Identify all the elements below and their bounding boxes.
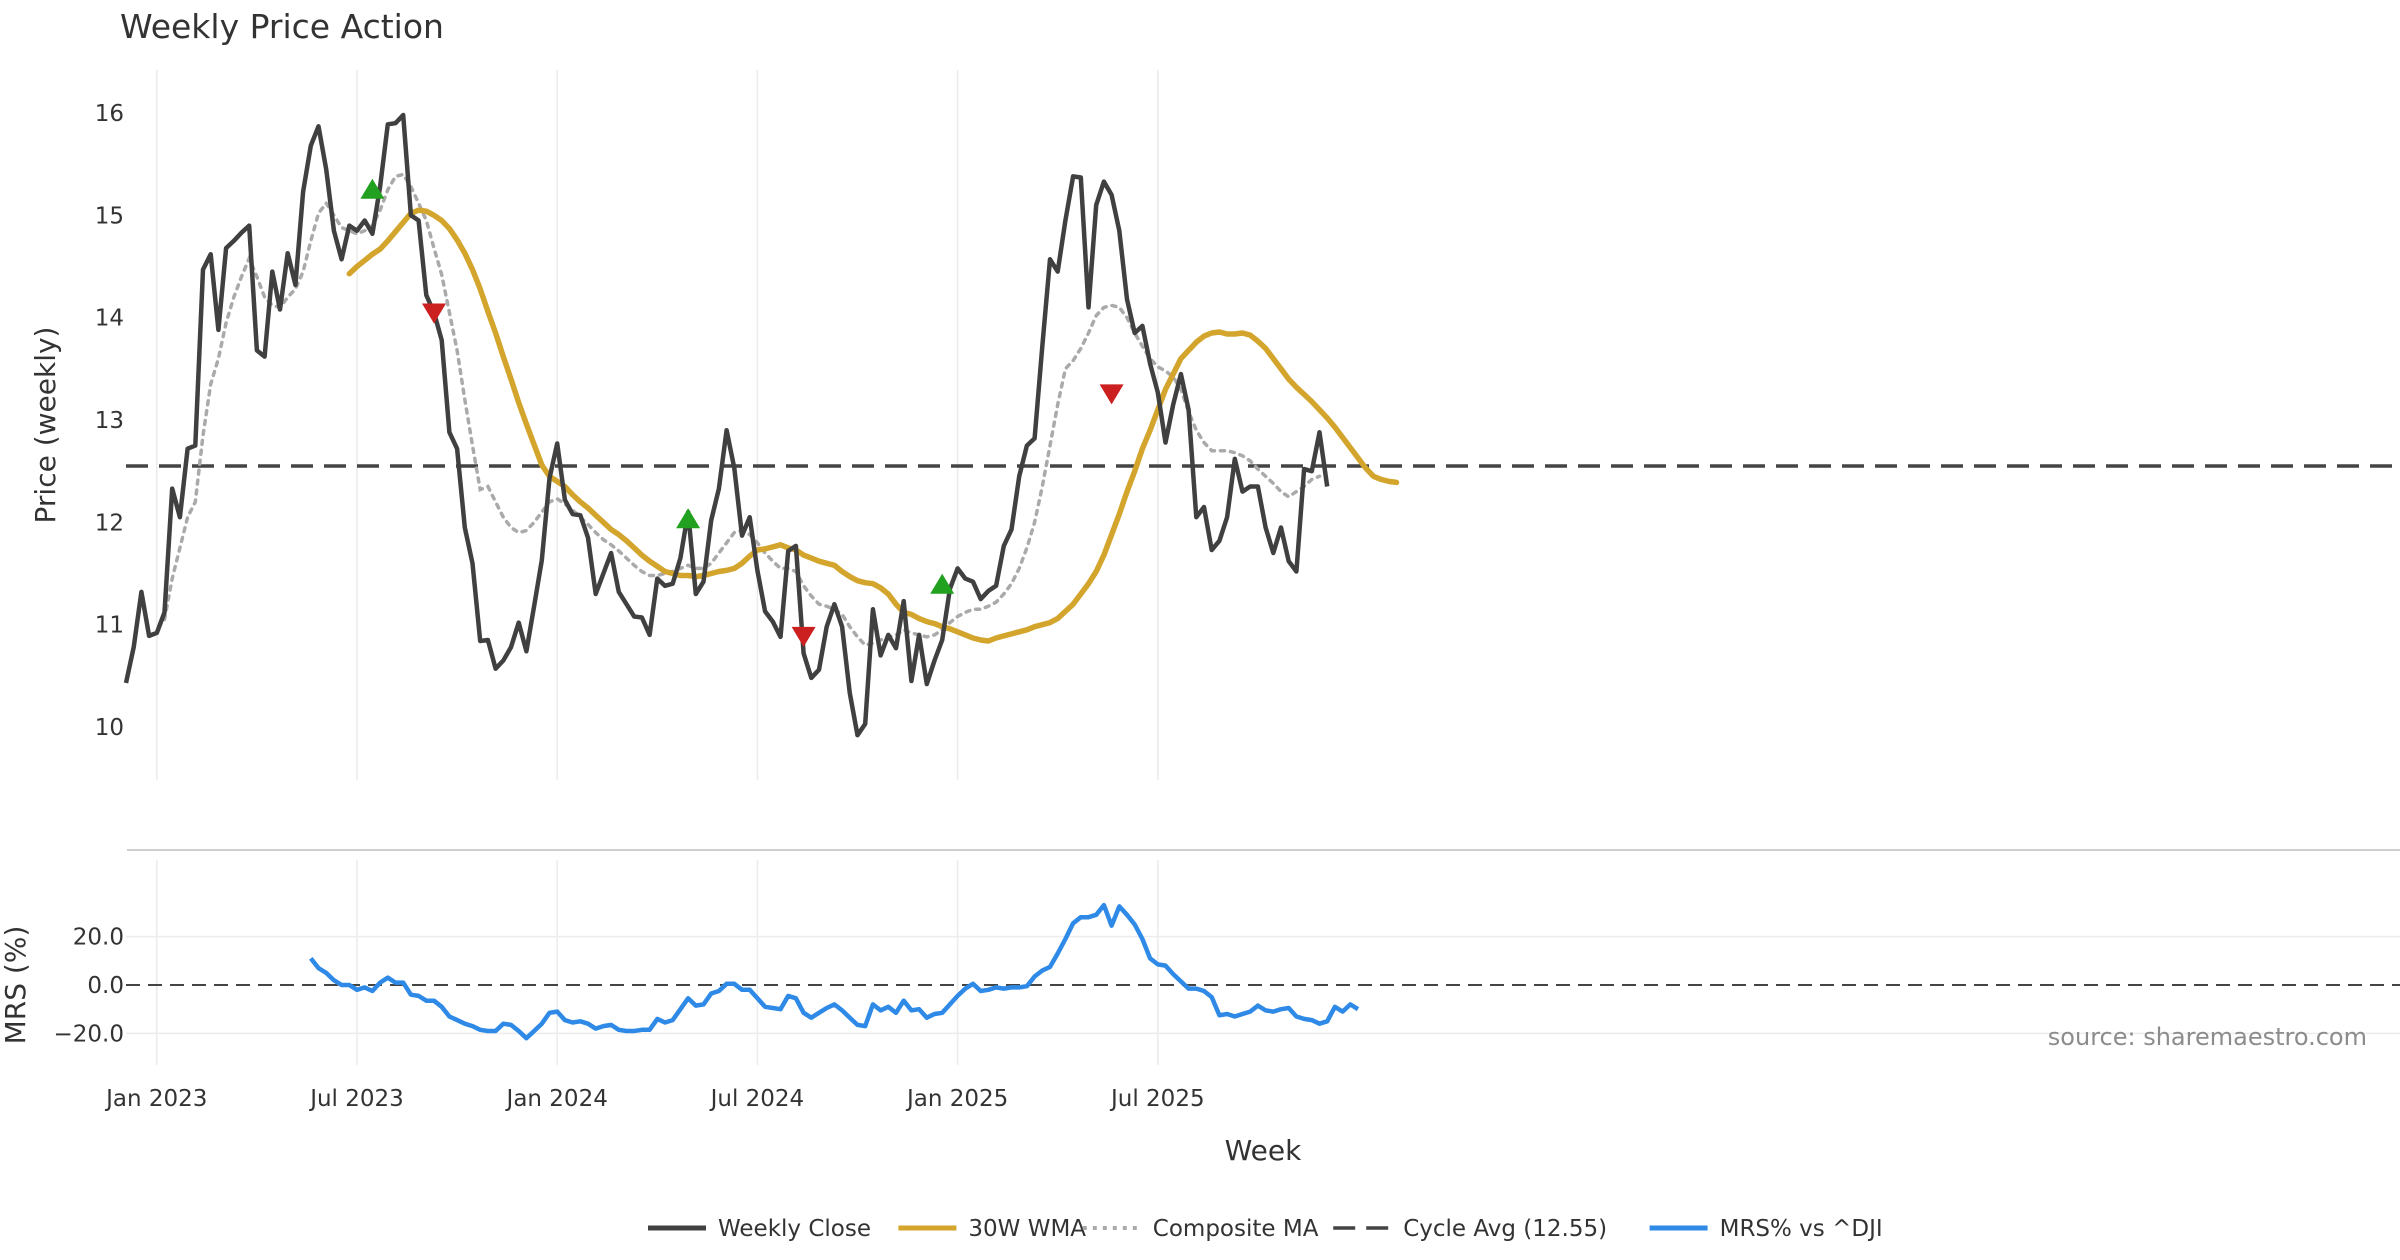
x-tick-label: Jan 2023 xyxy=(104,1086,207,1112)
mrs-y-tick-labels: 20.0 0.0 −20.0 xyxy=(54,925,124,1048)
buy-signal-marker xyxy=(676,508,701,529)
source-note: source: sharemaestro.com xyxy=(2048,1023,2367,1051)
price-y-tick-label: 15 xyxy=(95,203,124,229)
mrs-y-axis-label: MRS (%) xyxy=(0,926,32,1045)
x-axis-label: Week xyxy=(1225,1134,1302,1167)
x-tick-label: Jan 2025 xyxy=(905,1086,1008,1112)
mrs-y-tick-label: −20.0 xyxy=(54,1021,124,1047)
price-y-tick-label: 16 xyxy=(95,101,124,127)
x-tick-label: Jan 2024 xyxy=(505,1086,608,1112)
x-tick-labels: Jan 2023 Jul 2023 Jan 2024 Jul 2024 Jan 2025… xyxy=(104,1086,1204,1112)
mrs-line xyxy=(309,902,1360,1041)
mrs-series-group xyxy=(126,902,2400,1041)
price-y-tick-label: 14 xyxy=(95,306,124,332)
x-tick-label: Jul 2025 xyxy=(1109,1086,1205,1112)
legend-label: Weekly Close xyxy=(718,1216,871,1242)
sell-signal-marker xyxy=(1099,384,1124,405)
x-tick-label: Jul 2023 xyxy=(308,1086,404,1112)
wma-30w-line xyxy=(346,207,1400,644)
price-y-axis-label: Price (weekly) xyxy=(29,327,62,524)
sell-signal-marker xyxy=(422,303,446,324)
price-y-tick-labels: 10 11 12 13 14 15 16 xyxy=(95,101,124,741)
legend-label: Composite MA xyxy=(1153,1216,1319,1242)
legend-label: 30W WMA xyxy=(968,1216,1086,1242)
price-y-tick-label: 13 xyxy=(95,408,124,434)
legend-label: MRS% vs ^DJI xyxy=(1720,1216,1883,1242)
mrs-y-tick-label: 20.0 xyxy=(73,925,124,951)
price-y-tick-label: 10 xyxy=(95,715,124,741)
mrs-gridlines xyxy=(126,860,2400,1065)
legend-label: Cycle Avg (12.55) xyxy=(1403,1216,1607,1242)
price-gridlines xyxy=(156,70,1159,780)
buy-signal-marker xyxy=(930,573,955,594)
mrs-y-tick-label: 0.0 xyxy=(87,973,124,999)
buy-signal-marker xyxy=(360,178,385,199)
signal-markers xyxy=(360,178,1124,647)
legend: Weekly Close 30W WMA Composite MA Cycle Avg… xyxy=(648,1216,1883,1242)
chart-title: Weekly Price Action xyxy=(120,7,444,46)
sell-signal-marker xyxy=(791,626,816,647)
weekly-close-line xyxy=(123,112,1330,738)
price-series-group xyxy=(123,112,2400,738)
price-y-tick-label: 12 xyxy=(95,510,124,536)
x-tick-label: Jul 2024 xyxy=(709,1086,805,1112)
price-y-tick-label: 11 xyxy=(95,613,124,639)
